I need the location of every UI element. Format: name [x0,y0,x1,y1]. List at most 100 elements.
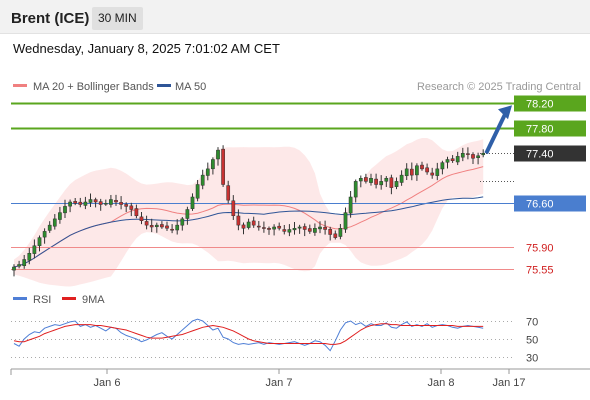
x-tick-label: Jan 6 [94,377,121,389]
candlesticks [12,145,486,277]
rsi-line [13,318,484,352]
candle-body [369,178,373,183]
candle-body [88,199,93,203]
legend-ma50-label: MA 50 [175,81,206,93]
chart-datetime: Wednesday, January 8, 2025 7:01:02 AM CE… [13,41,280,56]
candle-body [129,205,134,210]
level-pivot-3-label-bg [514,195,586,212]
rsi-tick-70: 70 [526,317,538,329]
instrument-title: Brent (ICE) [11,10,90,27]
candle-body [287,229,292,233]
candle-body [180,218,185,226]
candle-body [343,212,348,230]
candle-body [277,225,282,229]
candle-body [282,229,287,232]
rsi-tick-30: 30 [526,353,538,365]
candle-body [256,225,261,228]
candle-body [318,226,322,230]
candle-body [297,226,302,229]
rsi-legend: RSI 9MA [13,294,105,306]
candle-body [246,221,251,228]
candle-body [435,168,440,176]
candle-body [440,162,445,170]
candle-body [78,201,83,205]
candle-body [12,266,16,271]
candle-body [200,174,205,186]
candle-body [450,158,455,162]
candle-body [93,199,98,203]
candle-body [379,181,384,186]
candle-body [338,228,343,237]
main-legend: MA 20 + Bollinger Bands MA 50 [13,81,206,93]
bollinger-band-fill [14,138,484,287]
candle-body [119,202,123,205]
candle-body [460,153,465,158]
candle-body [205,168,210,176]
candle-body [216,149,220,160]
candle-body [144,221,149,226]
candle-body [241,224,246,229]
candle-body [170,228,174,231]
level-resistance-1-label-bg [514,120,586,137]
candle-body [47,224,52,231]
candle-body [323,226,327,230]
candle-body [134,208,139,216]
rsi-panel: 70 50 30 [11,317,538,365]
rsi-tick-50: 50 [526,335,538,347]
legend-swatch-9ma [62,297,76,300]
candle-body [160,224,164,228]
candle-body [37,237,42,246]
candle-body [98,201,103,205]
candle-body [430,172,435,176]
candle-body [109,199,113,205]
candle-body [195,184,200,199]
candle-body [399,174,404,183]
x-tick-label: Jan 7 [266,377,293,389]
price-levels [11,102,514,270]
candle-body [394,181,399,187]
candle-body [154,224,159,228]
legend-swatch-ma20 [13,84,27,87]
candle-body [175,224,180,231]
candle-body [358,178,363,182]
candle-body [420,164,424,170]
candle-body [17,264,21,267]
candle-body [68,201,72,207]
level-pivot-3-label: 76.60 [526,199,554,211]
candle-body [302,226,307,230]
candle-body [333,233,338,238]
candle-body [389,177,394,188]
level-support-5-label: 75.55 [526,265,554,277]
candle-body [348,196,353,214]
rsi-9ma-line [13,323,484,345]
level-labels: 78.20 77.80 77.40 76.60 75.90 75.55 [514,95,586,277]
candle-body [404,168,409,177]
candle-body [471,154,475,159]
candle-body [267,228,271,230]
level-last-2-label-bg [514,145,586,162]
legend-rsi-label: RSI [33,294,51,306]
candle-body [425,167,429,173]
candle-body [445,159,450,163]
candle-body [466,153,470,155]
candle-body [384,178,389,182]
candle-body [226,185,231,201]
projection-arrow-head [498,105,512,120]
candle-body [63,206,67,214]
candle-body [251,220,256,226]
candle-body [42,231,47,238]
candle-body [83,201,88,206]
ma50-line [13,196,484,268]
timeframe-badge[interactable]: 30 MIN [92,7,143,30]
level-resistance-0-label: 78.20 [526,99,554,111]
candle-body [124,204,129,207]
candle-body [262,227,266,229]
candle-body [139,216,144,221]
candle-body [272,226,276,230]
candle-body [32,245,37,254]
candle-body [313,228,317,233]
candle-body [58,212,62,220]
candle-body [481,153,486,156]
legend-9ma-label: 9MA [82,294,105,306]
